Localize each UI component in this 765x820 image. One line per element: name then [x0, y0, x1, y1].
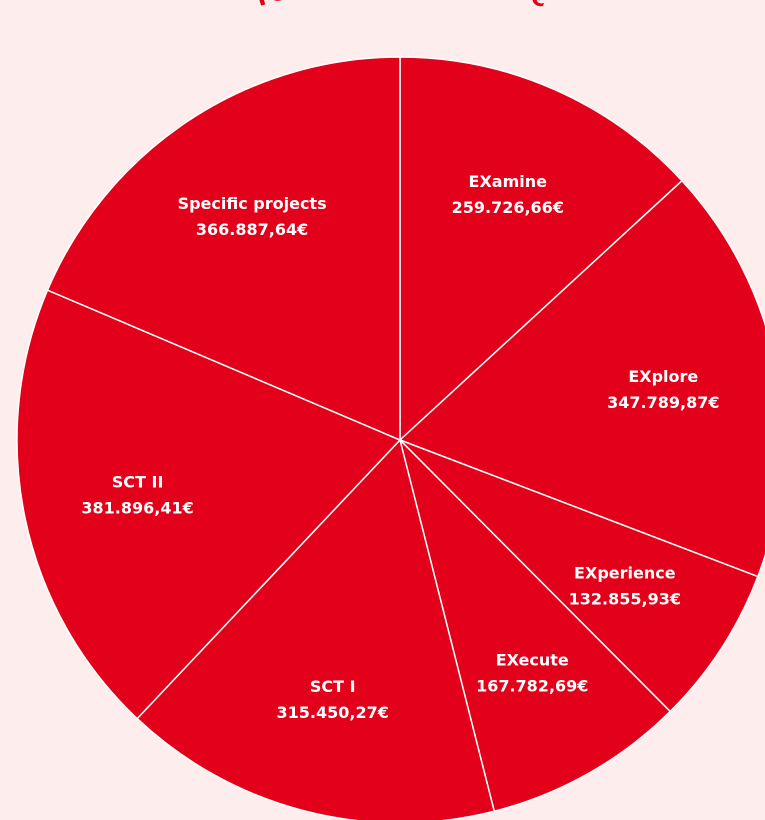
slice-label: Specific projects	[178, 194, 327, 213]
slices	[16, 56, 765, 820]
pie-slice	[398, 179, 765, 578]
labels: EXamine 259.726,66€ EXplore 347.789,87€ EXpe…	[81, 172, 719, 722]
slice-value-label: 315.450,27€	[276, 703, 388, 722]
slice-value-label: 381.896,41€	[81, 498, 193, 517]
slice-value-label: 259.726,66€	[452, 198, 564, 217]
slice-label: EXamine	[469, 172, 548, 191]
slice-value-label: 366.887,64€	[196, 220, 308, 239]
slice-value-label: 167.782,69€	[476, 677, 588, 696]
slice-value-label: 132.855,93€	[569, 590, 681, 609]
pie-slice	[46, 56, 401, 442]
pie-slice	[399, 56, 684, 442]
pie-slice	[136, 438, 496, 820]
pie-slice	[399, 439, 759, 713]
pie-slice	[16, 289, 402, 720]
pie-slice	[398, 437, 672, 813]
slice-label: SCT II	[112, 472, 164, 491]
slice-value-label: 347.789,87€	[607, 393, 719, 412]
slice-label: EXperience	[574, 564, 676, 583]
slice-label: EXecute	[496, 651, 569, 670]
slice-label: EXplore	[628, 367, 698, 386]
slice-label: SCT I	[310, 677, 356, 696]
